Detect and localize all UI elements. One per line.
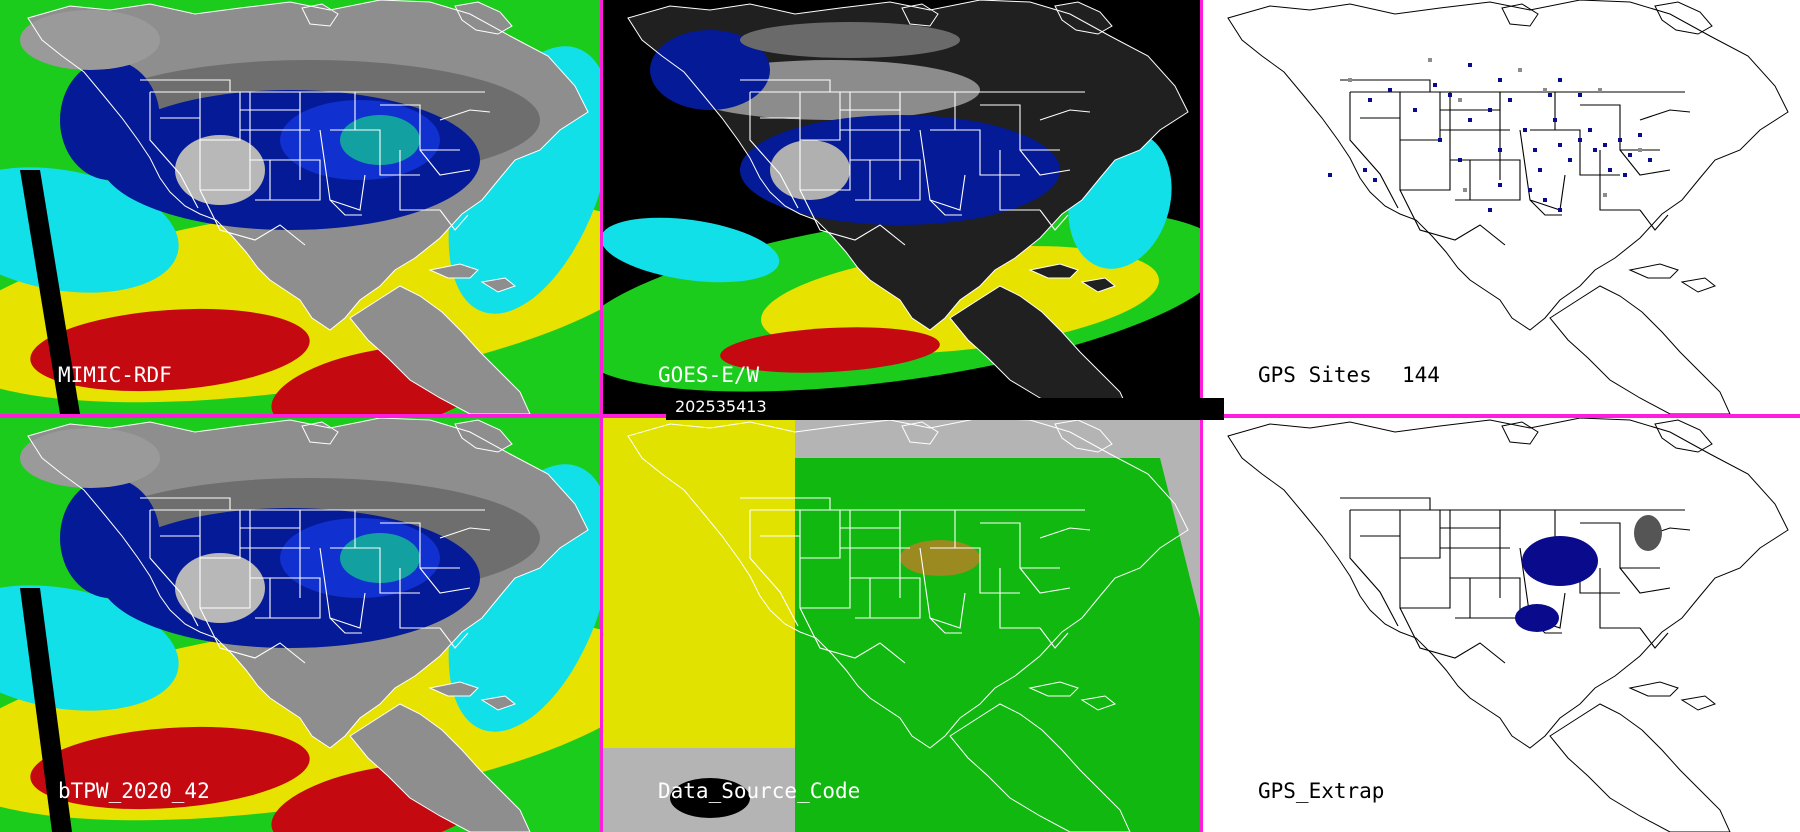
cloud-north bbox=[740, 22, 960, 58]
gps-site-marker bbox=[1543, 198, 1547, 202]
gps-site-marker bbox=[1558, 208, 1562, 212]
gps-site-marker bbox=[1468, 118, 1472, 122]
source-region-yellow bbox=[600, 418, 795, 748]
map-background bbox=[1200, 418, 1800, 832]
land-moisture-west bbox=[60, 60, 160, 180]
gps-site-marker bbox=[1558, 78, 1562, 82]
gps-site-marker bbox=[1488, 108, 1492, 112]
map-background bbox=[1200, 0, 1800, 414]
gps-site-marker-gray bbox=[1463, 188, 1467, 192]
gps-site-marker bbox=[1628, 153, 1632, 157]
timestamp-bar bbox=[666, 398, 1224, 420]
gps-site-marker bbox=[1508, 98, 1512, 102]
gps-site-marker-gray bbox=[1543, 88, 1547, 92]
gps-site-marker bbox=[1368, 98, 1372, 102]
gps-site-marker bbox=[1498, 78, 1502, 82]
gps-site-marker bbox=[1528, 188, 1532, 192]
gps-site-marker bbox=[1373, 178, 1377, 182]
gps-site-marker bbox=[1558, 143, 1562, 147]
cloud-patch bbox=[770, 140, 850, 200]
land-moisture-west bbox=[60, 478, 160, 598]
gps-site-marker bbox=[1593, 148, 1597, 152]
gps-site-marker-gray bbox=[1518, 68, 1522, 72]
land-cloud-north bbox=[20, 10, 160, 70]
gps-site-marker bbox=[1578, 138, 1582, 142]
satellite-swath-gap bbox=[20, 170, 80, 414]
gps-sites-count: 144 bbox=[1402, 363, 1440, 387]
gps-site-marker bbox=[1648, 158, 1652, 162]
panel-goes-ew bbox=[600, 0, 1200, 414]
gps-site-marker bbox=[1603, 143, 1607, 147]
moisture-band-cyan bbox=[0, 585, 179, 711]
gps-site-marker bbox=[1578, 93, 1582, 97]
gps-site-marker-gray bbox=[1348, 78, 1352, 82]
gps-site-marker bbox=[1523, 128, 1527, 132]
panel-label-gps-extrap: GPS_Extrap bbox=[1258, 779, 1385, 803]
gps-site-marker-gray bbox=[1598, 88, 1602, 92]
gps-site-marker bbox=[1618, 138, 1622, 142]
satellite-swath-gap bbox=[20, 588, 72, 832]
gps-site-marker bbox=[1498, 183, 1502, 187]
gps-site-marker-gray bbox=[1603, 193, 1607, 197]
gps-site-marker bbox=[1588, 128, 1592, 132]
panel-mimic-rdf bbox=[0, 0, 600, 414]
timestamp-label: 202535413 bbox=[675, 397, 767, 416]
moisture-band-red bbox=[30, 308, 310, 392]
panel-gps-sites bbox=[1200, 0, 1800, 414]
gps-site-marker bbox=[1468, 63, 1472, 67]
gps-site-marker bbox=[1363, 168, 1367, 172]
gps-site-marker bbox=[1328, 173, 1332, 177]
moisture-band-red bbox=[720, 327, 940, 373]
panel-gps-extrap bbox=[1200, 418, 1800, 832]
panel-btpw bbox=[0, 418, 600, 832]
gps-site-marker bbox=[1568, 158, 1572, 162]
panel-data-source-code bbox=[600, 418, 1200, 832]
extrap-region-northeast bbox=[1634, 515, 1662, 551]
land-cloud-north bbox=[20, 428, 160, 488]
source-region-black bbox=[670, 778, 750, 818]
panel-label-goes: GOES-E/W bbox=[658, 363, 760, 387]
gps-site-marker bbox=[1388, 88, 1392, 92]
gps-site-marker bbox=[1538, 168, 1542, 172]
panel-label-data-source: Data_Source_Code bbox=[658, 779, 861, 803]
source-region-olive bbox=[900, 540, 980, 576]
gps-site-marker bbox=[1438, 138, 1442, 142]
panel-label-btpw: bTPW_2020_42 bbox=[58, 779, 210, 803]
extrap-region-gulf bbox=[1515, 604, 1559, 632]
moisture-band-cyan bbox=[0, 167, 179, 293]
gps-site-marker bbox=[1498, 148, 1502, 152]
gps-site-marker bbox=[1448, 93, 1452, 97]
gps-site-marker-gray bbox=[1458, 98, 1462, 102]
gps-site-marker bbox=[1553, 118, 1557, 122]
gps-site-marker bbox=[1458, 158, 1462, 162]
land-moisture-west bbox=[650, 30, 770, 110]
gps-site-marker-gray bbox=[1638, 148, 1642, 152]
gps-site-marker bbox=[1548, 93, 1552, 97]
panel-label-gps-sites: GPS Sites bbox=[1258, 363, 1372, 387]
land-dry-patch bbox=[175, 135, 265, 205]
extrap-region-ohio bbox=[1522, 536, 1598, 586]
gps-site-marker bbox=[1533, 148, 1537, 152]
gps-site-marker bbox=[1608, 168, 1612, 172]
gps-site-marker bbox=[1413, 108, 1417, 112]
gps-site-marker bbox=[1488, 208, 1492, 212]
panel-label-mimic: MIMIC-RDF bbox=[58, 363, 172, 387]
land-dry-patch bbox=[175, 553, 265, 623]
source-region-green bbox=[795, 458, 1200, 832]
moisture-band-red bbox=[30, 726, 310, 810]
gps-site-marker bbox=[1433, 83, 1437, 87]
moisture-band-cyan bbox=[600, 217, 780, 283]
gps-site-marker bbox=[1638, 133, 1642, 137]
divider-vertical-left bbox=[600, 0, 603, 832]
gps-site-marker bbox=[1623, 173, 1627, 177]
gps-site-marker-gray bbox=[1428, 58, 1432, 62]
